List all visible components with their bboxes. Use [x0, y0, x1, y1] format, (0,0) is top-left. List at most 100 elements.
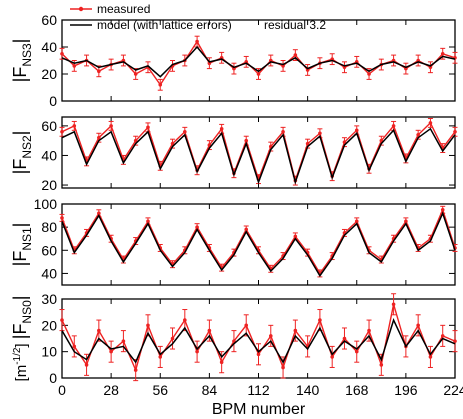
measured-point	[170, 336, 175, 341]
y-label-end: |	[10, 223, 30, 228]
measured-point	[391, 302, 396, 307]
measured-point	[404, 219, 408, 224]
legend-measured-marker	[78, 6, 84, 12]
y-label-end: |	[10, 131, 30, 136]
measured-point	[60, 129, 64, 134]
y-label-sub: NS1	[20, 227, 34, 251]
measured-point	[440, 334, 445, 338]
y-unit-sup: -1/2	[12, 347, 23, 365]
y-tick-label: 20	[41, 66, 57, 82]
y-tick-label: 20	[41, 317, 57, 333]
y-tick-label: 100	[34, 196, 58, 212]
measured-point	[293, 234, 298, 239]
measured-point	[379, 363, 384, 367]
model-series-line	[61, 318, 456, 364]
measured-point	[318, 318, 322, 322]
measured-point	[244, 227, 249, 232]
y-label-end: |	[10, 296, 30, 301]
panel-FNS2: 20 40 60 |FNS2|	[10, 116, 458, 193]
x-tick-label: 28	[103, 382, 119, 398]
measured-point	[170, 141, 175, 146]
measured-point	[367, 72, 371, 76]
y-unit-text: [m	[13, 365, 30, 382]
y-tick-label: 30	[41, 291, 57, 307]
y-tick-label: 40	[41, 265, 57, 281]
measured-point	[416, 323, 420, 328]
measured-point	[342, 140, 347, 144]
measured-point	[354, 349, 359, 354]
measured-point	[109, 124, 113, 128]
measured-series-line	[61, 121, 456, 184]
y-tick-label: 0	[49, 370, 57, 386]
measured-series-line	[61, 207, 456, 275]
x-tick-label: 56	[152, 382, 168, 398]
y-tick-label: 80	[41, 219, 57, 235]
measured-point	[391, 124, 396, 128]
y-label-sub: NS0	[20, 300, 34, 324]
measured-point	[453, 129, 457, 134]
measured-point	[281, 365, 285, 370]
y-label-end: |	[10, 39, 30, 44]
measured-point	[440, 207, 445, 212]
measured-point	[440, 51, 445, 56]
measured-point	[244, 323, 249, 328]
measured-point	[367, 328, 371, 333]
measured-point	[293, 53, 298, 57]
model-series-line	[61, 45, 456, 78]
y-tick-label: 0	[49, 93, 57, 109]
measured-point	[207, 328, 212, 333]
y-label-main: |F	[10, 67, 30, 83]
measured-point	[219, 127, 224, 131]
y-tick-label: 10	[41, 344, 57, 360]
measured-point	[428, 121, 433, 125]
measured-point	[72, 64, 77, 68]
measured-point	[72, 124, 77, 128]
measured-point	[84, 363, 89, 367]
measured-point	[183, 129, 187, 134]
y-axis-label: |FNS3|	[10, 39, 34, 83]
measured-point	[109, 349, 113, 354]
measured-point	[133, 138, 138, 143]
measured-point	[60, 216, 64, 220]
y-label-sub: NS3	[20, 43, 34, 67]
measured-point	[146, 323, 150, 328]
measured-point	[146, 125, 150, 130]
y-label-main: |F	[10, 324, 30, 340]
y-tick-label: 40	[41, 39, 57, 55]
measured-point	[305, 68, 310, 72]
x-tick-label: 112	[247, 382, 270, 398]
y-tick-label: 60	[41, 12, 57, 28]
measured-point	[416, 132, 420, 137]
x-tick-label: 0	[58, 382, 66, 398]
panel-FNS1: 40 60 80 100 |FNS1|	[10, 196, 458, 286]
measured-point	[121, 339, 126, 343]
x-tick-label: 84	[202, 382, 218, 398]
measured-point	[330, 355, 334, 359]
y-tick-label: 60	[41, 242, 57, 258]
y-label-main: |F	[10, 251, 30, 267]
y-axis-label: [m-1/2] |FNS0|	[10, 296, 34, 382]
y-unit-close: ]	[13, 339, 30, 347]
x-tick-label: 224	[443, 382, 463, 398]
model-series-line	[61, 211, 456, 278]
legend: measured model (with lattice errors) resid…	[70, 2, 326, 32]
measured-point	[195, 225, 199, 229]
panel-FNS0: 0 10 20 30 [m-1/2] |FNS0|	[10, 291, 458, 386]
measured-point	[244, 138, 249, 143]
y-axis-label: |FNS2|	[10, 131, 34, 175]
measured-point	[133, 368, 138, 372]
measured-point	[97, 211, 101, 216]
measured-point	[97, 69, 101, 74]
measured-point	[97, 135, 101, 140]
x-tick-label: 140	[296, 382, 320, 398]
y-label-main: |F	[10, 159, 30, 175]
measured-point	[281, 129, 285, 134]
x-axis-label: BPM number	[212, 401, 306, 418]
measured-point	[97, 328, 101, 333]
measured-point	[158, 83, 163, 87]
model-series-line	[61, 127, 456, 185]
y-label-sub: NS2	[20, 135, 34, 159]
measured-point	[305, 141, 310, 146]
